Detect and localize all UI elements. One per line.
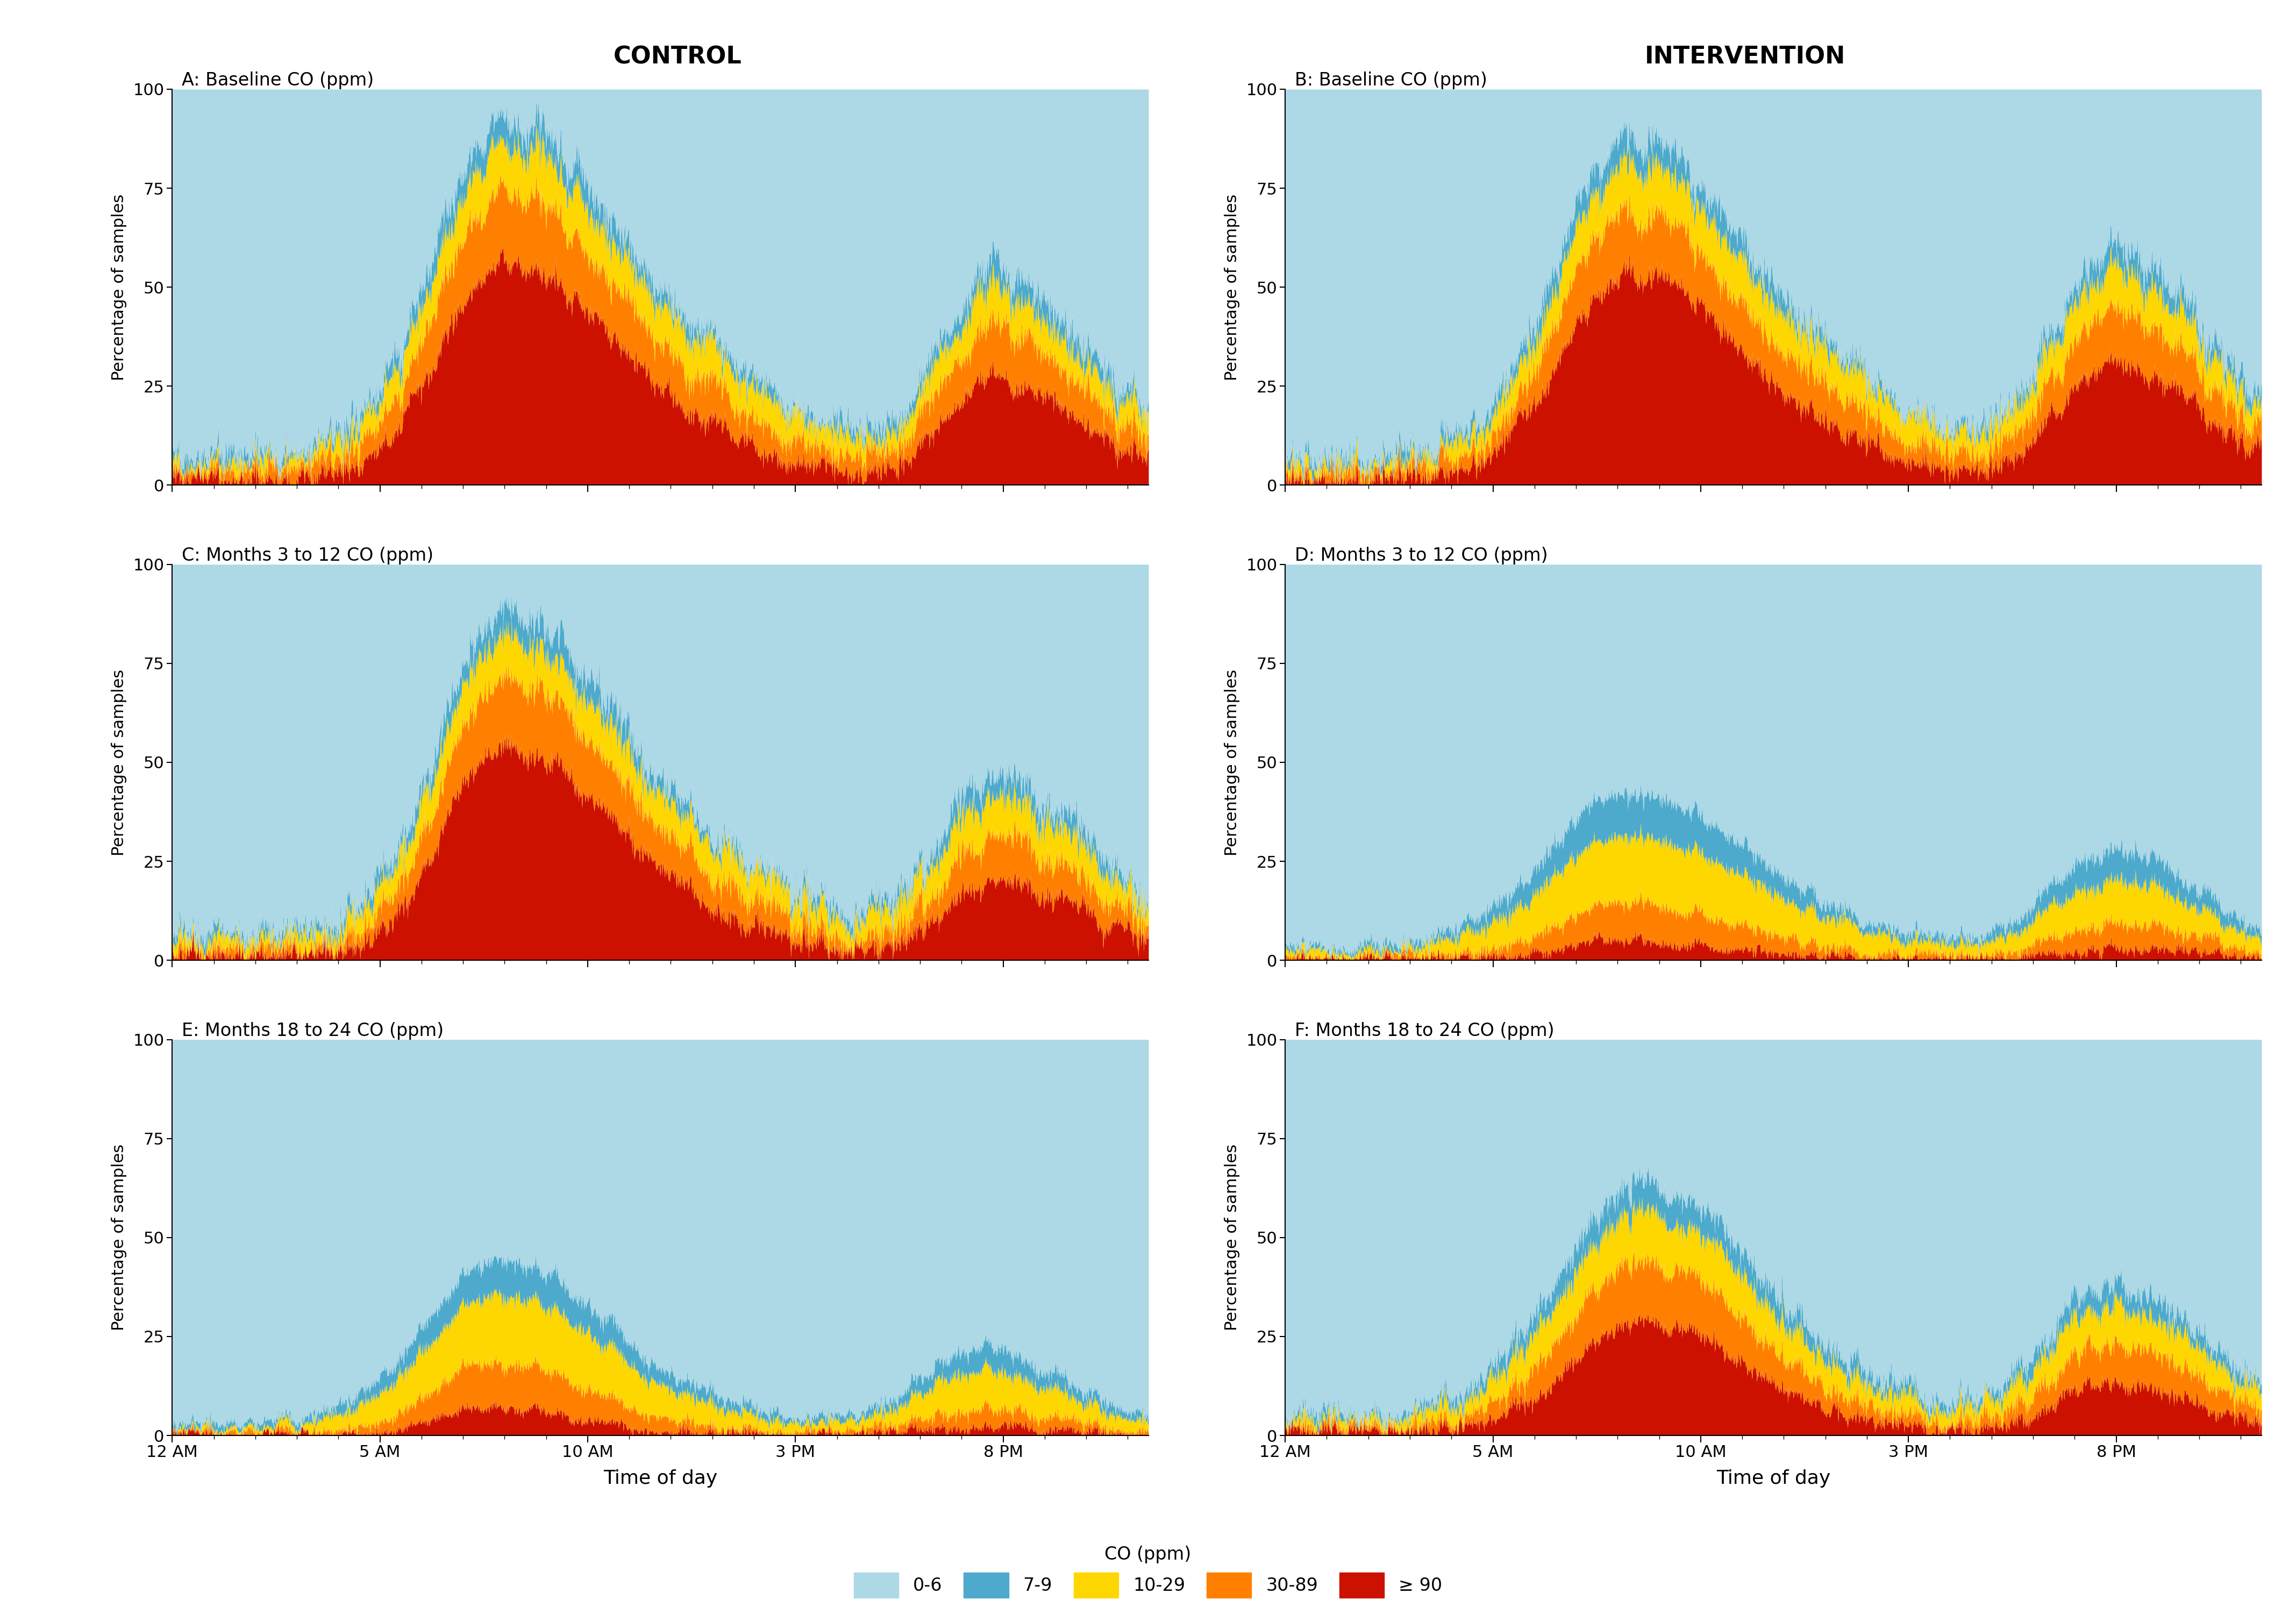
Y-axis label: Percentage of samples: Percentage of samples: [113, 195, 126, 381]
Y-axis label: Percentage of samples: Percentage of samples: [1224, 1144, 1240, 1330]
Text: CONTROL: CONTROL: [613, 45, 742, 68]
Text: INTERVENTION: INTERVENTION: [1644, 45, 1846, 68]
Text: E: Months 18 to 24 CO (ppm): E: Months 18 to 24 CO (ppm): [181, 1022, 443, 1040]
Text: F: Months 18 to 24 CO (ppm): F: Months 18 to 24 CO (ppm): [1295, 1022, 1554, 1040]
Text: D: Months 3 to 12 CO (ppm): D: Months 3 to 12 CO (ppm): [1295, 547, 1548, 564]
Y-axis label: Percentage of samples: Percentage of samples: [113, 668, 126, 856]
Text: A: Baseline CO (ppm): A: Baseline CO (ppm): [181, 71, 374, 89]
X-axis label: Time of day: Time of day: [604, 1470, 716, 1487]
Y-axis label: Percentage of samples: Percentage of samples: [1224, 668, 1240, 856]
Y-axis label: Percentage of samples: Percentage of samples: [113, 1144, 126, 1330]
Legend: 0-6, 7-9, 10-29, 30-89, ≥ 90: 0-6, 7-9, 10-29, 30-89, ≥ 90: [847, 1539, 1449, 1604]
Y-axis label: Percentage of samples: Percentage of samples: [1224, 195, 1240, 381]
Text: C: Months 3 to 12 CO (ppm): C: Months 3 to 12 CO (ppm): [181, 547, 434, 564]
Text: B: Baseline CO (ppm): B: Baseline CO (ppm): [1295, 71, 1488, 89]
X-axis label: Time of day: Time of day: [1717, 1470, 1830, 1487]
